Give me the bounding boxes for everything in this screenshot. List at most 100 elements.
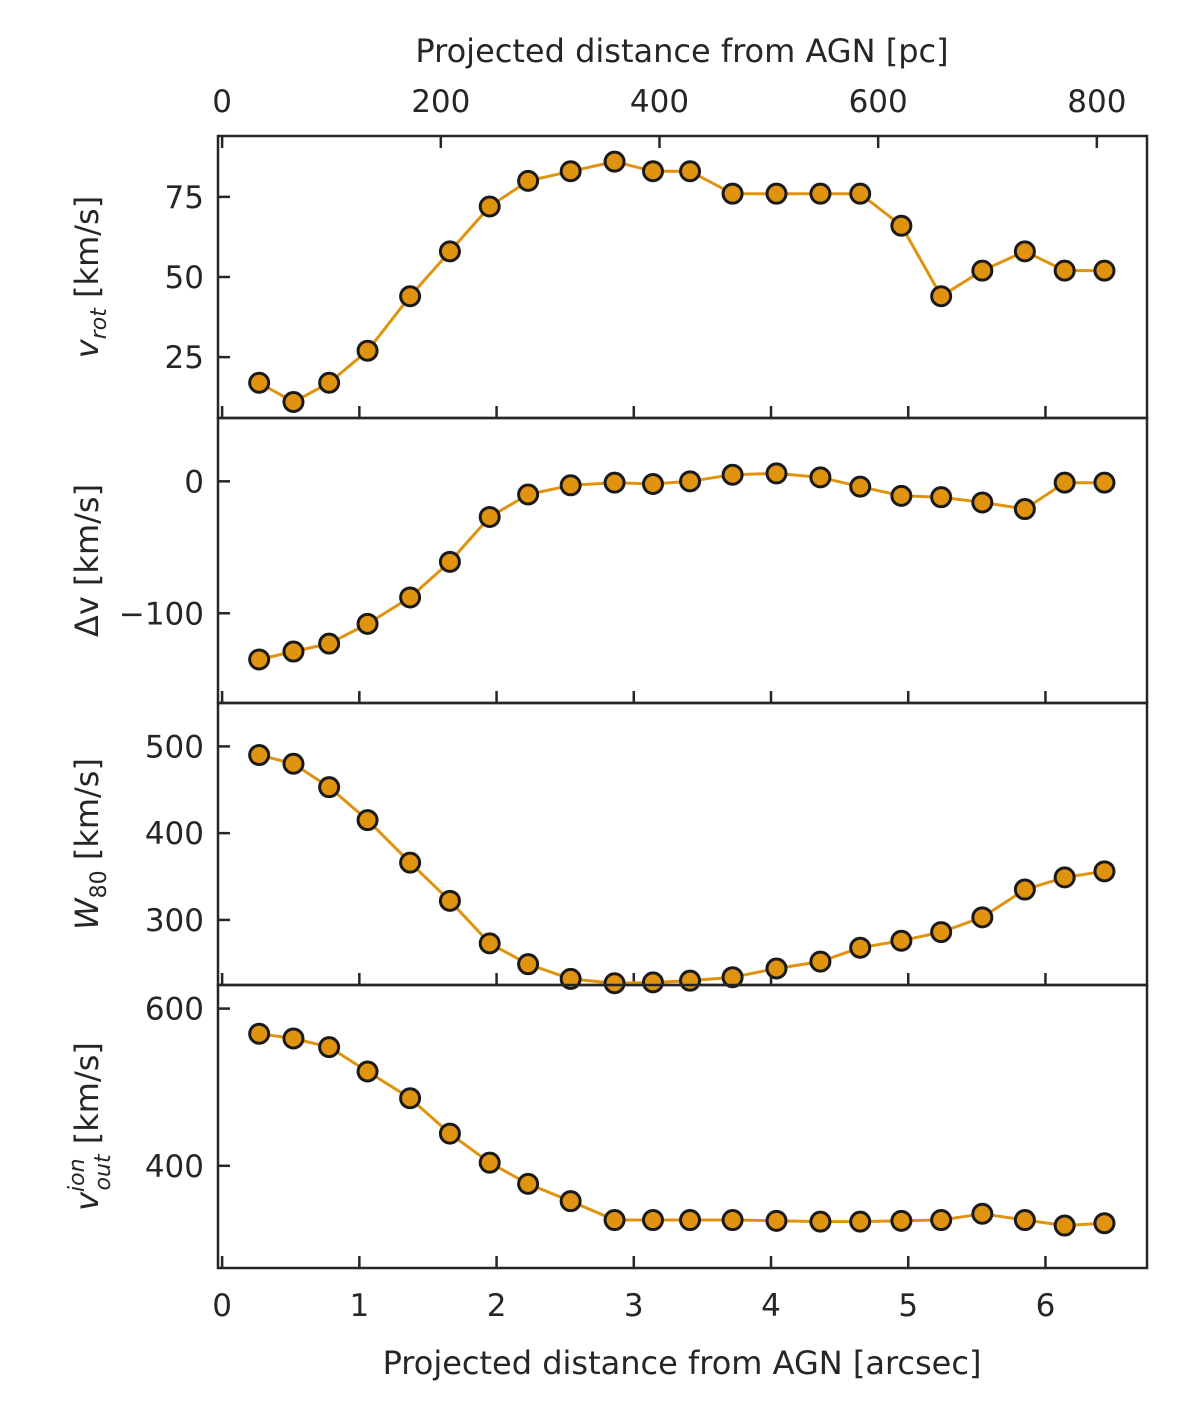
panel-delta_v: −100 0 Δv [km/s] [68, 416, 1149, 705]
y-axis-label: W80 [km/s] [68, 758, 112, 930]
y-tick-label: 600 [145, 992, 204, 1028]
y-axis-label-subscript: out [91, 1153, 116, 1190]
y-tick-label: −100 [119, 596, 204, 632]
data-point [809, 466, 832, 489]
top-axis-tick-label: 600 [849, 84, 908, 120]
data-point [641, 472, 664, 495]
data-point [478, 505, 501, 528]
y-axis-label-symbol: v [68, 1191, 106, 1211]
data-point [679, 1209, 702, 1232]
y-axis-label: vionout [km/s] [65, 1042, 116, 1211]
data-point [679, 160, 702, 183]
data-point [399, 586, 422, 609]
bottom-axis-tick-label: 1 [349, 1288, 369, 1324]
y-axis-label-subscript: rot [87, 307, 112, 340]
bottom-axis-tick-label: 0 [212, 1288, 232, 1324]
series-line [258, 753, 1105, 985]
data-point [641, 1209, 664, 1232]
data-point [399, 851, 422, 874]
panel-frame [216, 983, 1149, 1270]
data-point [721, 1209, 744, 1232]
panel-v_out_ion: 400 600 vionout [km/s] [65, 983, 1149, 1270]
bottom-axis-tick-label: 4 [761, 1288, 781, 1324]
data-point [438, 1122, 461, 1145]
data-point [318, 1036, 341, 1059]
data-point [1013, 1209, 1036, 1232]
top-axis-tick-label: 800 [1067, 84, 1126, 120]
data-point [679, 470, 702, 493]
data-point [438, 550, 461, 573]
data-point [930, 1209, 953, 1232]
data-point [1093, 1212, 1116, 1235]
data-point [641, 971, 664, 994]
data-point [971, 491, 994, 514]
data-point [356, 809, 379, 832]
data-point [559, 160, 582, 183]
y-tick-label: 75 [165, 180, 204, 216]
y-tick-label: 50 [165, 260, 204, 296]
y-axis-label-unit: [km/s] [68, 196, 106, 308]
data-point [890, 1209, 913, 1232]
data-point [1053, 259, 1076, 282]
y-tick-label: 25 [165, 340, 204, 376]
bottom-axis-label: Projected distance from AGN [arcsec] [383, 1344, 982, 1382]
data-point [603, 1209, 626, 1232]
data-point [765, 957, 788, 980]
y-tick-label: 400 [145, 816, 204, 852]
data-point [356, 1060, 379, 1083]
data-point [1053, 866, 1076, 889]
data-point [603, 471, 626, 494]
data-point [679, 969, 702, 992]
data-point [282, 390, 305, 413]
data-point [971, 1202, 994, 1225]
series-line [258, 1032, 1105, 1227]
data-point [356, 339, 379, 362]
y-tick-label: 300 [145, 903, 204, 939]
data-point [1053, 1214, 1076, 1237]
data-point [248, 744, 271, 767]
data-point [809, 182, 832, 205]
data-point [1093, 860, 1116, 883]
y-axis-label-unit: [km/s] [68, 1042, 106, 1154]
y-axis-label: vrot [km/s] [68, 196, 112, 358]
bottom-axis-tick-label: 6 [1036, 1288, 1056, 1324]
data-point [318, 371, 341, 394]
data-point [478, 1151, 501, 1174]
data-point [438, 889, 461, 912]
data-point [849, 182, 872, 205]
series-line [258, 471, 1105, 661]
data-point [517, 1172, 540, 1195]
data-point [282, 1027, 305, 1050]
data-point [971, 906, 994, 929]
data-point [930, 285, 953, 308]
y-axis-label-unit: [km/s] [68, 484, 106, 596]
bottom-axis-tick-label: 3 [624, 1288, 644, 1324]
y-axis-label-symbol: v [68, 338, 106, 358]
data-point [318, 632, 341, 655]
y-axis-label-symbol: W [68, 897, 106, 930]
bottom-axis-tick-label: 5 [898, 1288, 918, 1324]
y-tick-label: 500 [145, 729, 204, 765]
data-point [517, 169, 540, 192]
y-tick-label: 0 [184, 464, 204, 500]
data-point [248, 648, 271, 671]
data-point [559, 967, 582, 990]
data-point [517, 483, 540, 506]
data-point [318, 776, 341, 799]
data-point [603, 150, 626, 173]
top-axis-tick-label: 200 [411, 84, 470, 120]
y-tick-label: 400 [145, 1149, 204, 1185]
data-point [721, 463, 744, 486]
data-point [1053, 471, 1076, 494]
data-point [890, 929, 913, 952]
data-point [849, 475, 872, 498]
data-point [282, 640, 305, 663]
data-point [1093, 471, 1116, 494]
data-point [282, 752, 305, 775]
data-point [559, 474, 582, 497]
data-point [849, 1210, 872, 1233]
data-point [809, 1210, 832, 1233]
